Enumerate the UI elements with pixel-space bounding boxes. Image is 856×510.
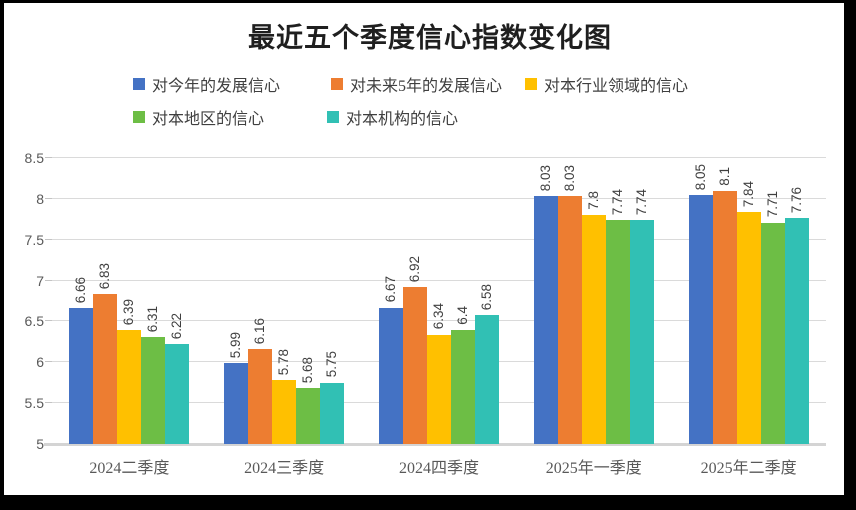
y-axis-tick: [45, 197, 52, 199]
legend-swatch-icon: [133, 111, 145, 123]
chart-frame: 最近五个季度信心指数变化图 对今年的发展信心 对未来5年的发展信心 对本行业领域的信…: [4, 3, 844, 495]
bar: [533, 196, 558, 444]
legend-item: 对今年的发展信心: [133, 72, 331, 96]
bar-value-label: 6.31: [145, 305, 161, 332]
legend-swatch-icon: [331, 78, 343, 90]
bar: [760, 222, 785, 444]
bar-value-label: 7.74: [633, 188, 649, 216]
bar: [165, 344, 190, 444]
legend-row-2: 对本地区的信心 对本机构的信心: [133, 105, 458, 129]
legend-item: 对本地区的信心: [133, 105, 327, 129]
y-axis-tick: [45, 402, 52, 404]
bar: [403, 287, 427, 444]
bar: [427, 334, 451, 444]
bar-value-label: 5.75: [324, 351, 340, 378]
chart-title: 最近五个季度信心指数变化图: [248, 23, 612, 53]
bar-value-label: 8.1: [716, 166, 732, 186]
bar-value-label: 7.8: [585, 191, 601, 211]
bar: [93, 294, 118, 444]
legend-item: 对本机构的信心: [327, 105, 458, 129]
bar-value-label: 6.58: [479, 283, 494, 310]
bar: [475, 314, 499, 444]
bar-value-label: 6.16: [252, 317, 268, 345]
legend-item-label: 对今年的发展信心: [152, 78, 281, 95]
y-axis-label: 5: [36, 436, 44, 452]
y-axis-tick: [45, 320, 52, 322]
bar-value-label: 6.22: [169, 313, 185, 340]
y-gridline: [52, 320, 826, 322]
bar-value-label: 6.92: [407, 255, 422, 283]
y-axis-label: 6: [36, 354, 44, 371]
y-axis-label: 6.5: [24, 313, 44, 330]
bar-value-label: 6.66: [73, 277, 89, 304]
bar: [224, 363, 249, 444]
y-axis-label: 5.5: [24, 395, 44, 412]
bar-value-label: 8.05: [692, 163, 708, 190]
bar-value-label: 7.76: [788, 187, 804, 214]
bar: [117, 330, 142, 444]
bar: [629, 220, 654, 444]
bar-value-label: 5.99: [228, 331, 244, 359]
x-axis-label: 2024四季度: [398, 460, 480, 477]
y-axis-label: 8: [36, 190, 44, 207]
x-axis-label: 2025年一季度: [545, 460, 642, 477]
bar-value-label: 6.34: [431, 303, 446, 330]
y-gridline: [52, 279, 826, 281]
bar-value-label: 7.74: [609, 188, 625, 216]
bar: [557, 196, 582, 444]
y-gridline: [52, 238, 826, 240]
bar-value-label: 6.4: [455, 305, 470, 325]
bar-value-label: 6.83: [97, 263, 113, 290]
bar: [379, 307, 403, 444]
bar: [605, 220, 630, 444]
y-axis-tick: [45, 279, 52, 281]
bar: [320, 382, 345, 444]
x-axis-label: 2025年二季度: [700, 460, 797, 477]
bar: [451, 329, 475, 444]
bar: [69, 308, 94, 444]
y-axis-tick: [45, 361, 52, 363]
bar: [712, 190, 737, 444]
legend-swatch-icon: [133, 78, 145, 90]
bar-value-label: 7.84: [740, 180, 756, 207]
bar-value-label: 7.71: [764, 191, 780, 218]
bar: [141, 336, 166, 444]
y-axis-label: 7: [36, 272, 44, 289]
bar: [784, 218, 809, 444]
legend-item: 对本行业领域的信心: [525, 72, 688, 96]
y-axis-tick: [45, 157, 52, 158]
y-gridline: [52, 157, 826, 158]
plot-area: 5 5.5 6 6.5 7 7.5 8 8.5 6.66 5.99 6.67 8.03 8.05 6.83…: [25, 3, 826, 452]
bar: [296, 388, 321, 444]
y-gridline: [52, 197, 826, 199]
x-axis-line: [44, 443, 826, 446]
bar: [736, 211, 761, 444]
x-axis-label: 2024三季度: [244, 460, 325, 477]
bar: [272, 380, 297, 444]
legend-row-1: 对今年的发展信心 对未来5年的发展信心 对本行业领域的信心: [133, 72, 688, 96]
y-axis-tick: [45, 238, 52, 240]
bar-value-label: 5.78: [276, 348, 292, 376]
legend-swatch-icon: [327, 111, 339, 123]
bar-value-label: 8.03: [537, 165, 553, 192]
legend-swatch-icon: [525, 78, 537, 90]
legend-item-label: 对本行业领域的信心: [544, 78, 689, 95]
bar: [688, 194, 713, 444]
y-axis-label: 7.5: [24, 231, 44, 248]
legend-item-label: 对本地区的信心: [152, 111, 265, 128]
bar-value-label: 6.39: [121, 299, 137, 326]
x-axis-label: 2024二季度: [89, 460, 170, 477]
bar: [581, 215, 606, 444]
y-axis-label: 8.5: [24, 150, 44, 166]
bar-value-label: 6.67: [383, 276, 398, 303]
bar-value-label: 8.03: [561, 165, 577, 192]
legend-item-label: 对未来5年的发展信心: [350, 78, 503, 95]
bar: [248, 349, 273, 444]
bar-value-label: 5.68: [300, 357, 316, 384]
legend-item: 对未来5年的发展信心: [331, 72, 525, 96]
legend-item-label: 对本机构的信心: [346, 111, 459, 128]
